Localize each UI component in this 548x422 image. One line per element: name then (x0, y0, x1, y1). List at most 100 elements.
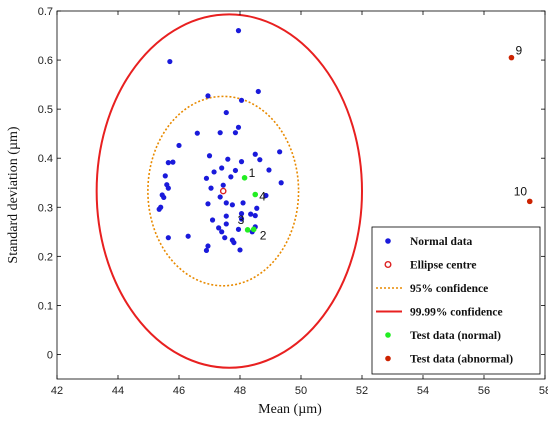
data-layer: 143 2 9 10 (95, 13, 533, 369)
x-tick-label: 56 (478, 385, 490, 397)
normal-data-point (238, 159, 245, 165)
test-abnormal-point (508, 54, 515, 61)
normal-data-point (223, 200, 229, 206)
normal-data-point (208, 185, 214, 191)
normal-data-point (217, 194, 223, 200)
y-tick-label: 0.5 (38, 104, 53, 116)
legend-label: Ellipse centre (410, 260, 477, 272)
normal-data-point (235, 226, 242, 232)
normal-data-point (237, 247, 243, 253)
normal-data-point (161, 194, 167, 201)
normal-data-point (257, 157, 263, 163)
point-label: 9 (515, 44, 522, 58)
x-axis-title: Mean (µm) (258, 402, 322, 417)
y-tick-label: 0.3 (38, 202, 53, 214)
point-label: 2 (260, 228, 267, 242)
x-tick-label: 42 (51, 385, 63, 397)
confidence-ellipse-95 (147, 95, 300, 287)
normal-data-point (254, 205, 260, 211)
normal-data-point (229, 202, 235, 208)
y-tick-label: 0.7 (38, 6, 53, 18)
normal-data-point (220, 182, 226, 188)
normal-data-point (222, 235, 228, 241)
point-label: 10 (514, 184, 528, 198)
normal-data-point (278, 180, 284, 186)
x-tick-label: 54 (417, 385, 429, 397)
normal-data-point (248, 211, 254, 217)
legend-box (371, 226, 541, 375)
normal-data-point (203, 175, 210, 181)
normal-data-point (232, 130, 239, 136)
normal-data-point (235, 124, 242, 130)
confidence-ellipse-9999 (95, 13, 363, 369)
test-normal-point (244, 227, 251, 233)
normal-data-point (216, 225, 222, 231)
normal-data-point (240, 200, 246, 206)
test-normal-point (252, 191, 259, 198)
normal-data-point (211, 169, 217, 175)
normal-data-point (231, 239, 237, 246)
ticks-layer: 42444648505254565800.10.20.30.40.50.60.7 (38, 6, 548, 397)
x-tick-label: 44 (112, 385, 124, 397)
test-normal-point (241, 175, 248, 181)
normal-data-point (223, 109, 229, 116)
normal-data-point (223, 213, 229, 219)
normal-data-point (206, 153, 213, 159)
x-tick-label: 50 (295, 385, 307, 397)
normal-data-point (176, 142, 182, 149)
normal-data-point (203, 247, 210, 254)
normal-data-point (194, 130, 200, 136)
normal-data-point (219, 165, 225, 171)
legend-swatch-dot (385, 238, 391, 244)
y-tick-label: 0 (47, 349, 53, 361)
normal-data-point (217, 130, 223, 136)
normal-data-point (205, 243, 211, 249)
y-tick-label: 0.2 (38, 251, 53, 263)
normal-data-point (162, 173, 168, 179)
point-label: 1 (249, 166, 256, 180)
normal-data-point (167, 58, 173, 65)
test-abnormal-point (526, 198, 533, 205)
normal-data-point (165, 160, 171, 166)
normal-data-point (185, 233, 191, 239)
normal-data-point (238, 216, 245, 222)
legend-swatch-ring (384, 261, 392, 269)
x-tick-label: 48 (234, 385, 246, 397)
normal-data-point (223, 221, 229, 227)
normal-data-point (252, 151, 258, 157)
normal-data-point (170, 159, 176, 165)
normal-data-point (205, 201, 211, 207)
legend-swatch-dot (385, 355, 391, 362)
point-label: 3 (238, 213, 245, 227)
normal-data-point (205, 93, 211, 99)
legend: Normal data Ellipse centre 95% confidence 9… (371, 226, 541, 375)
y-axis-title: Standard deviation (µm) (6, 126, 21, 263)
x-tick-label: 52 (356, 385, 368, 397)
legend-label: 95% confidence (410, 283, 488, 295)
normal-data-point (156, 206, 162, 212)
normal-data-point (219, 229, 225, 235)
test-normal-point (250, 226, 257, 233)
normal-data-point (235, 28, 242, 34)
normal-data-point (165, 235, 171, 241)
normal-data-point (225, 156, 231, 162)
normal-data-point (252, 213, 258, 219)
normal-data-point (232, 167, 239, 174)
ellipse-centre-marker (219, 187, 227, 195)
normal-data-point (238, 97, 245, 103)
y-tick-label: 0.1 (38, 300, 53, 312)
y-tick-label: 0.6 (38, 55, 53, 67)
normal-data-point (165, 185, 171, 191)
legend-swatch-dot (385, 332, 391, 338)
normal-data-point (277, 149, 283, 155)
point-label: 4 (259, 190, 266, 204)
normal-data-point (209, 217, 216, 223)
normal-data-point (228, 174, 234, 180)
legend-label: Normal data (410, 236, 473, 248)
y-tick-label: 0.4 (38, 153, 53, 165)
normal-data-point (266, 167, 272, 173)
legend-label: Test data (abnormal) (410, 354, 513, 366)
x-tick-label: 46 (173, 385, 185, 397)
normal-data-point (238, 211, 245, 217)
